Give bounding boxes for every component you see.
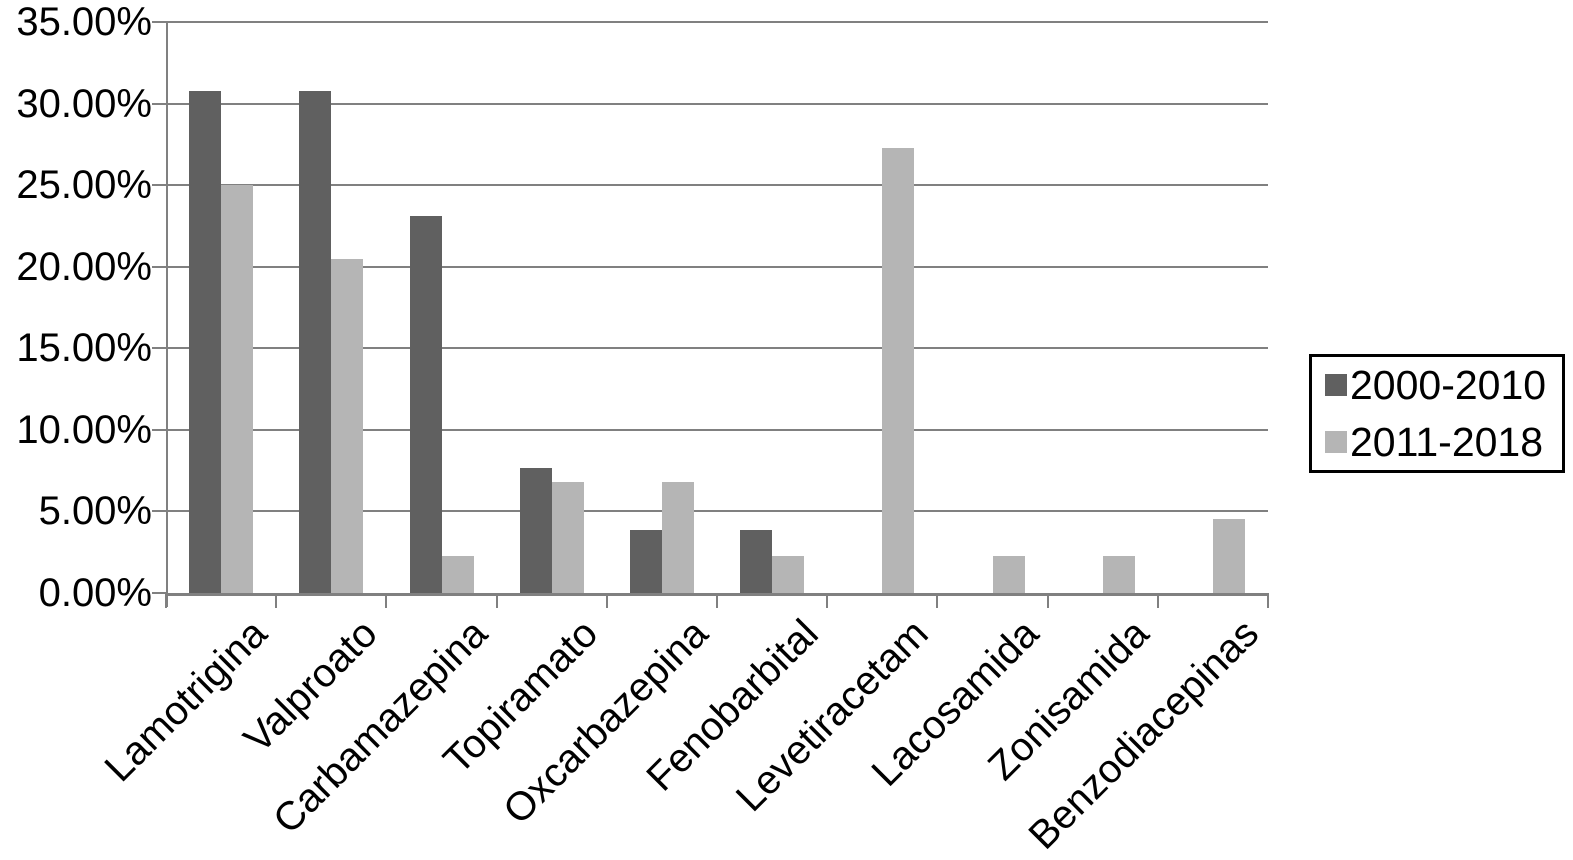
plot-area xyxy=(152,21,1269,608)
bar xyxy=(992,555,1025,593)
legend-swatch xyxy=(1325,430,1347,453)
gridline xyxy=(166,347,1268,350)
gridline xyxy=(166,184,1268,187)
x-tick xyxy=(1267,593,1269,608)
x-category-label: Levetiracetam xyxy=(727,611,937,821)
legend: 2000-2010 2011-2018 xyxy=(1309,354,1565,473)
bar xyxy=(299,91,332,593)
bar xyxy=(409,216,442,593)
bar xyxy=(1212,518,1245,593)
x-tick xyxy=(826,593,829,608)
legend-item: 2000-2010 xyxy=(1325,363,1562,407)
y-tick xyxy=(152,592,166,594)
y-tick xyxy=(152,21,166,23)
bar xyxy=(1102,555,1135,593)
x-tick xyxy=(275,593,278,608)
x-category-label: Lamotrigina xyxy=(96,611,276,791)
bar xyxy=(740,530,773,593)
bar xyxy=(221,185,254,593)
x-axis-line xyxy=(166,593,1268,596)
bar xyxy=(441,555,474,593)
y-tick xyxy=(152,102,166,105)
bar xyxy=(189,91,222,593)
x-tick xyxy=(605,593,608,608)
bar xyxy=(629,530,662,593)
y-axis-line xyxy=(166,22,168,607)
x-tick xyxy=(385,593,388,608)
y-tick-label: 30.00% xyxy=(16,81,152,126)
legend-label: 2011-2018 xyxy=(1350,418,1544,465)
y-tick xyxy=(152,184,166,187)
y-tick-label: 20.00% xyxy=(16,244,152,289)
x-tick xyxy=(1046,593,1049,608)
gridline xyxy=(166,510,1268,513)
bar xyxy=(882,148,915,593)
legend-item: 2011-2018 xyxy=(1325,420,1562,464)
bar xyxy=(661,481,694,593)
x-tick xyxy=(1156,593,1159,608)
legend-swatch xyxy=(1325,374,1347,397)
bar xyxy=(551,481,584,593)
x-category-label: Oxcarbazepina xyxy=(494,611,717,833)
legend-label: 2000-2010 xyxy=(1350,362,1547,409)
y-tick-label: 25.00% xyxy=(16,163,152,208)
y-tick-label: 10.00% xyxy=(16,407,152,452)
y-tick xyxy=(152,265,166,268)
y-tick xyxy=(152,347,166,350)
bar xyxy=(331,259,364,593)
y-tick-label: 0.00% xyxy=(38,571,152,615)
y-tick-label: 35.00% xyxy=(16,0,152,44)
gridline xyxy=(166,21,1268,23)
x-tick xyxy=(936,593,939,608)
gridline xyxy=(166,102,1268,105)
x-tick xyxy=(495,593,498,608)
y-tick xyxy=(152,428,166,431)
x-tick xyxy=(716,593,718,608)
gridline xyxy=(166,265,1268,268)
gridline xyxy=(166,428,1268,431)
y-tick-label: 15.00% xyxy=(16,326,152,371)
bar xyxy=(772,555,805,593)
x-tick xyxy=(165,593,167,608)
y-tick-label: 5.00% xyxy=(38,489,152,534)
y-tick xyxy=(152,510,166,513)
bar xyxy=(519,467,552,593)
